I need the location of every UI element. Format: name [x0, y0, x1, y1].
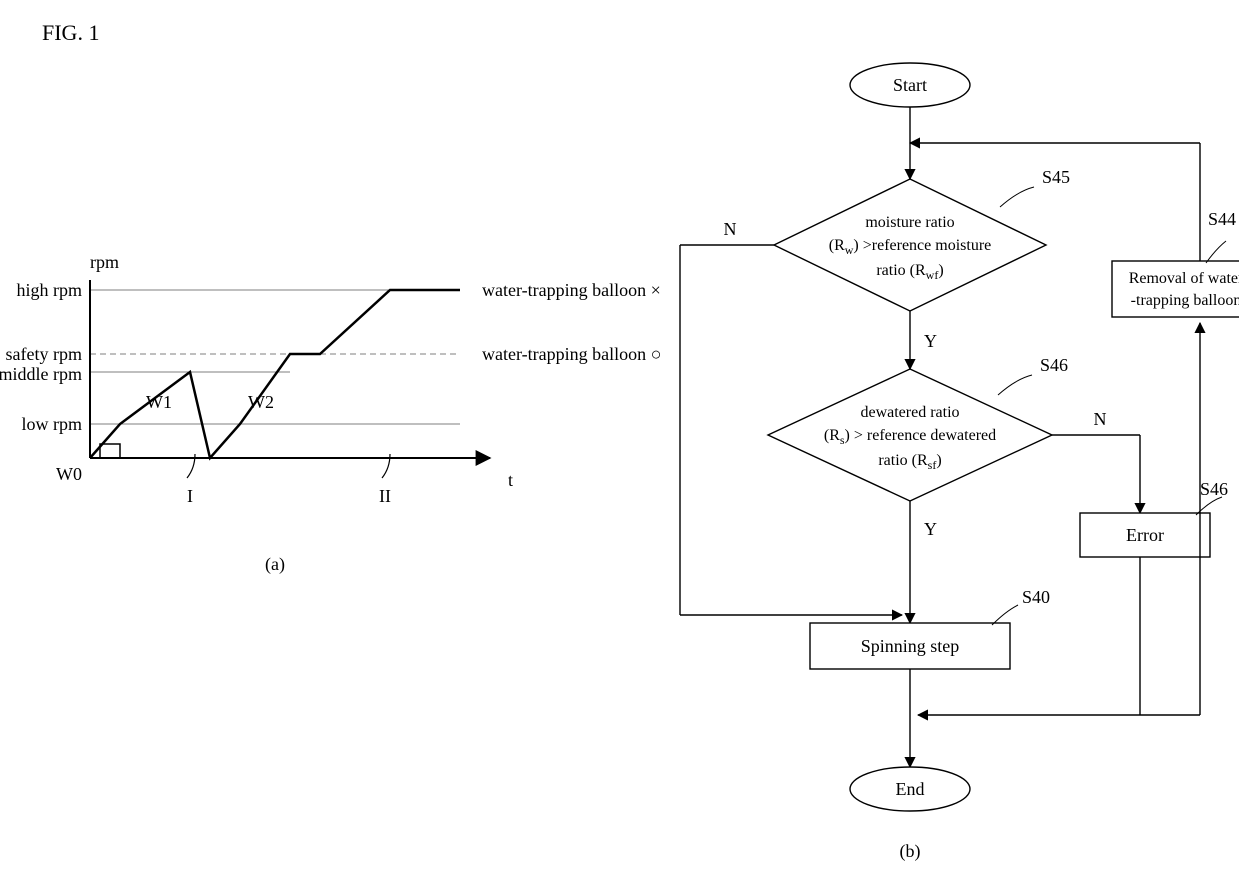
figure-label: FIG. 1	[42, 20, 99, 45]
svg-text:moisture ratio: moisture ratio	[865, 214, 954, 231]
panel-a-caption: (a)	[265, 554, 285, 575]
lbl-s46-N: N	[1094, 409, 1107, 429]
series-main	[90, 290, 460, 458]
annot-x: water-trapping balloon ×	[482, 280, 661, 300]
lbl-region-I: I	[187, 486, 193, 506]
tag-hook-s45	[1000, 187, 1034, 207]
node-s46: dewatered ratio (Rs) > reference dewater…	[768, 355, 1068, 501]
tag-hook-s46	[998, 375, 1032, 395]
tag-s44: S44	[1208, 209, 1236, 229]
svg-text:Removal of water: Removal of water	[1129, 270, 1239, 287]
flowchart: Start moisture ratio (Rw) >reference moi…	[680, 63, 1239, 862]
node-s44: Removal of water -trapping balloon S44	[1112, 209, 1239, 317]
panel-b-caption: (b)	[900, 841, 921, 862]
tag-s46: S46	[1040, 355, 1068, 375]
tag-err: S46	[1200, 479, 1228, 499]
annot-o: water-trapping balloon ○	[482, 344, 661, 364]
node-s40: Spinning step S40	[810, 587, 1050, 669]
lbl-w1: W1	[146, 392, 172, 412]
lbl-low: low rpm	[22, 414, 83, 434]
x-axis-label: t	[508, 470, 513, 490]
lbl-safety: safety rpm	[6, 344, 82, 364]
figure-svg: FIG. 1 rpm t high rpm safety rpm middle …	[0, 0, 1239, 880]
node-s45: moisture ratio (Rw) >reference moisture …	[774, 167, 1070, 311]
svg-text:Spinning step: Spinning step	[861, 636, 960, 656]
y-axis-label: rpm	[90, 252, 119, 272]
lbl-high: high rpm	[17, 280, 83, 300]
lbl-w2: W2	[248, 392, 274, 412]
lbl-s45-N: N	[724, 219, 737, 239]
lbl-s46-Y: Y	[924, 519, 937, 539]
rpm-chart: rpm t high rpm safety rpm middle rpm low…	[0, 252, 661, 575]
tag-hook-s44	[1206, 241, 1226, 263]
svg-text:Error: Error	[1126, 525, 1164, 545]
lbl-region-II: II	[379, 486, 391, 506]
tag-s45: S45	[1042, 167, 1070, 187]
lbl-w0: W0	[56, 464, 82, 484]
svg-text:-trapping balloon: -trapping balloon	[1131, 292, 1239, 309]
node-end-label: End	[896, 779, 925, 799]
figure-page: FIG. 1 rpm t high rpm safety rpm middle …	[0, 0, 1239, 880]
lbl-middle: middle rpm	[0, 364, 82, 384]
svg-text:dewatered ratio: dewatered ratio	[860, 404, 959, 421]
w0-box	[100, 444, 120, 458]
node-error: Error S46	[1080, 479, 1228, 557]
tag-hook-s40	[992, 605, 1018, 625]
node-start-label: Start	[893, 75, 927, 95]
lbl-s45-Y: Y	[924, 331, 937, 351]
tag-s40: S40	[1022, 587, 1050, 607]
